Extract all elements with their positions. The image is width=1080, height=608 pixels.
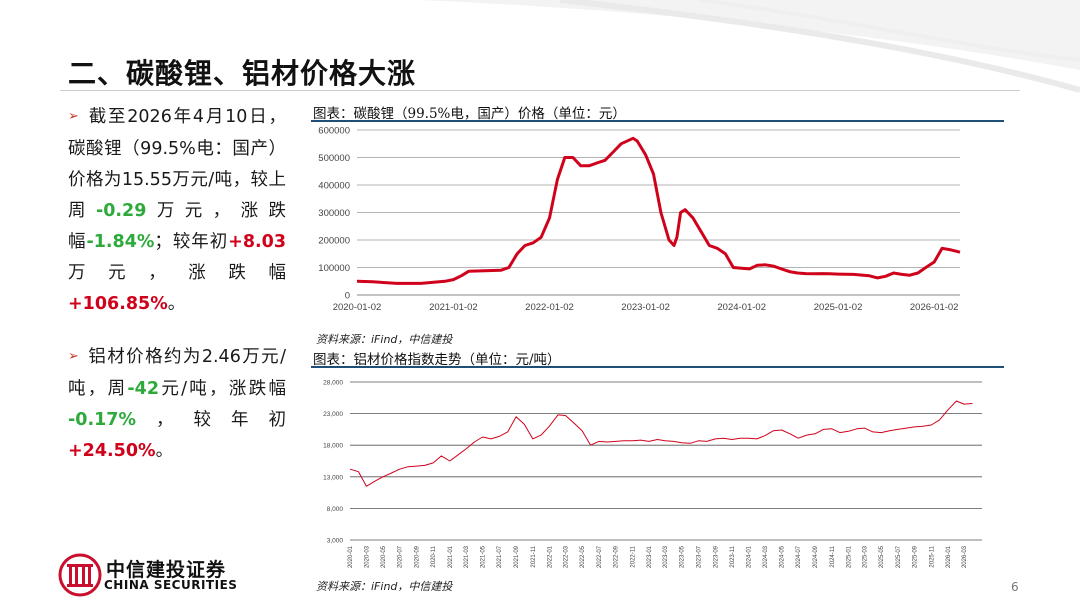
x-tick-label: 2024-03: [763, 545, 769, 568]
x-tick-label: 2025-11: [929, 545, 935, 567]
x-tick-label: 2023-03: [663, 545, 669, 568]
lithium-price-chart: 0 100000 200000 300000 400000 500000 600000 202…: [318, 126, 961, 313]
aluminum-index-chart: 3,000 8,000 13,000 18,000 23,000 28,000 2020-0…: [323, 380, 982, 568]
x-tick-label: 2020-09: [415, 545, 421, 568]
chart-2-rule: [311, 366, 1004, 368]
bullet-text-segment: 。: [155, 441, 174, 461]
series-line: [356, 136, 961, 285]
bullet-arrow-icon: ➢: [68, 349, 79, 364]
bullet-text-segment: 。: [167, 294, 186, 314]
bullet-arrow-icon: ➢: [68, 109, 79, 124]
bullet-lithium-text: 截至2026年4月10日，碳酸锂（99.5%电：国产）价格为15.55万元/吨，…: [68, 107, 286, 314]
x-tick-label: 2021-07: [497, 545, 503, 568]
y-tick-label: 18,000: [323, 443, 343, 450]
chart-2-title: 图表：铝材价格指数走势（单位：元/吨）: [313, 352, 561, 368]
x-tick-label: 2024-01-02: [717, 302, 766, 313]
y-tick-label: 500000: [318, 153, 350, 164]
x-tick-label: 2021-01-02: [429, 302, 478, 313]
x-tick-label: 2023-07: [696, 545, 702, 568]
x-tick-label: 2020-11: [431, 545, 437, 567]
x-tick-label: 2026-01: [946, 545, 952, 568]
x-tick-label: 2023-01-02: [621, 302, 670, 313]
x-tick-label: 2025-03: [863, 545, 869, 568]
y-tick-label: 23,000: [323, 411, 343, 418]
logo-name-en: CHINA SECURITIES: [104, 578, 238, 592]
x-tick-label: 2020-01-02: [333, 302, 382, 313]
bullet-text-segment: 万元，涨跌幅: [68, 263, 286, 283]
chart-1-rule: [311, 120, 1004, 122]
bullet-text-segment: ；较年初: [154, 232, 229, 252]
x-tick-label: 2023-05: [680, 545, 686, 568]
chart-1-title: 图表：碳酸锂（99.5%电，国产）价格（单位：元）: [313, 106, 626, 122]
logo-name-cn: 中信建投证券: [106, 559, 227, 581]
y-tick-label: 200000: [318, 236, 350, 247]
bullet-list: ➢ 截至2026年4月10日，碳酸锂（99.5%电：国产）价格为15.55万元/吨…: [68, 102, 286, 467]
bullet-text-segment: 万元，涨跌幅: [68, 201, 287, 252]
x-tick-label: 2022-05: [580, 545, 586, 568]
x-tick-label: 2022-09: [614, 545, 620, 568]
page-number: 6: [1011, 580, 1019, 594]
x-tick-label: 2022-03: [564, 545, 570, 568]
x-tick-label: 2020-03: [364, 545, 370, 568]
x-tick-label: 2020-05: [381, 545, 387, 568]
negative-value: -0.29: [95, 201, 147, 221]
bullet-text-segment: 截至2026年4月10日，碳酸锂（99.5%电：国产）价格为15.55万元/吨，…: [68, 107, 286, 221]
x-tick-label: 2025-09: [913, 545, 919, 568]
x-tick-label: 2023-01: [647, 545, 653, 568]
y-tick-label: 400000: [318, 181, 350, 192]
bullet-lithium: ➢ 截至2026年4月10日，碳酸锂（99.5%电：国产）价格为15.55万元/吨…: [68, 102, 286, 320]
x-tick-label: 2024-01: [747, 545, 753, 568]
title-divider: [60, 90, 1020, 91]
bullet-aluminum-text: 铝材价格约为2.46万元/吨，周-42元/吨，涨跌幅 -0.17%，较年初 +24…: [68, 347, 286, 461]
x-tick-label: 2026-03: [962, 545, 968, 568]
slide-title: 二、碳酸锂、铝材价格大涨: [68, 57, 417, 90]
y-tick-label: 13,000: [323, 474, 343, 481]
y-tick-label: 300000: [318, 208, 350, 219]
x-tick-label: 2021-11: [531, 545, 537, 567]
y-tick-label: 100000: [318, 263, 350, 274]
y-tick-label: 8,000: [327, 506, 344, 513]
x-tick-label: 2022-11: [630, 545, 636, 567]
x-tick-label: 2022-01-02: [525, 302, 574, 313]
x-tick-label: 2025-05: [879, 545, 885, 568]
x-tick-label: 2022-01: [547, 545, 553, 568]
bullet-text-segment: 铝材价格约为2.46万元/吨，周: [68, 347, 286, 399]
bullet-aluminum: ➢ 铝材价格约为2.46万元/吨，周-42元/吨，涨跌幅 -0.17%，较年初 +2…: [68, 342, 286, 467]
x-tick-label: 2022-07: [597, 545, 603, 568]
chart-2-source: 资料来源：iFind，中信建投: [316, 580, 453, 593]
x-tick-label: 2025-01-02: [814, 302, 863, 313]
x-tick-label: 2020-07: [398, 545, 404, 568]
x-tick-label: 2025-07: [896, 545, 902, 568]
y-tick-label: 0: [345, 291, 350, 302]
x-tick-label: 2021-09: [514, 545, 520, 568]
bullet-text-segment: 元/吨，涨跌幅: [159, 379, 286, 399]
y-tick-label: 3,000: [327, 538, 344, 545]
x-tick-label: 2024-11: [830, 545, 836, 567]
x-tick-label: 2024-09: [813, 545, 819, 568]
citic-logo-icon: [58, 553, 102, 597]
series-line: [349, 400, 973, 487]
x-tick-label: 2021-01: [448, 545, 454, 568]
x-tick-label: 2021-03: [464, 545, 470, 568]
x-tick-label: 2024-07: [796, 545, 802, 568]
negative-value: -1.84%: [86, 232, 155, 252]
positive-value: +106.85%: [68, 294, 168, 314]
positive-value: +24.50%: [68, 441, 156, 461]
negative-value: -42: [127, 379, 160, 399]
bullet-text-segment: ，较年初: [135, 410, 286, 430]
y-tick-label: 600000: [318, 126, 350, 137]
x-tick-label: 2025-01: [846, 545, 852, 568]
x-tick-label: 2026-01-02: [910, 302, 959, 313]
x-tick-label: 2023-11: [730, 545, 736, 567]
x-tick-label: 2023-09: [713, 545, 719, 568]
x-tick-label: 2020-01: [348, 545, 354, 568]
x-tick-label: 2021-05: [481, 545, 487, 568]
negative-value: -0.17%: [68, 410, 136, 430]
positive-value: +8.03: [228, 232, 287, 252]
chart-1-source: 资料来源：iFind，中信建投: [316, 333, 453, 346]
x-tick-label: 2024-05: [780, 545, 786, 568]
y-tick-label: 28,000: [323, 380, 343, 387]
